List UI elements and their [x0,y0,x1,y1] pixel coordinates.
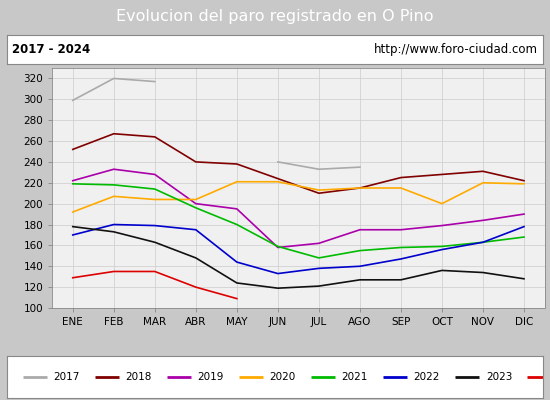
2021 [439,244,446,249]
2020 [111,194,117,199]
2020 [151,197,158,202]
2022 [521,224,527,229]
Line: 2019: 2019 [73,169,524,248]
2022 [439,247,446,252]
2019 [111,167,117,172]
Text: Evolucion del paro registrado en O Pino: Evolucion del paro registrado en O Pino [116,10,434,24]
Text: http://www.foro-ciudad.com: http://www.foro-ciudad.com [374,43,538,56]
2022 [151,223,158,228]
2021 [151,187,158,192]
2022 [69,232,76,237]
2021 [398,245,404,250]
2023 [439,268,446,273]
2019 [151,172,158,177]
2020 [234,179,240,184]
2023 [480,270,486,275]
2019 [439,223,446,228]
Line: 2021: 2021 [73,184,524,258]
2022 [356,264,363,269]
2018 [356,186,363,190]
2019 [234,206,240,211]
2022 [234,260,240,264]
2021 [356,248,363,253]
Line: 2023: 2023 [73,227,524,288]
2019 [69,178,76,183]
2018 [398,175,404,180]
2018 [274,176,281,181]
2022 [398,256,404,261]
2021 [480,240,486,245]
2020 [274,179,281,184]
2018 [192,160,199,164]
2022 [316,266,322,271]
2022 [274,271,281,276]
2021 [521,235,527,240]
2021 [234,222,240,227]
2020 [316,188,322,192]
2020 [439,201,446,206]
2022 [192,227,199,232]
2021 [192,206,199,210]
2023 [356,278,363,282]
2019 [521,212,527,216]
2019 [356,227,363,232]
2023 [111,230,117,234]
2023 [151,240,158,245]
2018 [69,147,76,152]
2019 [316,241,322,246]
2022 [480,240,486,245]
2020 [521,182,527,186]
2018 [234,162,240,166]
2023 [69,224,76,229]
2018 [316,191,322,196]
2021 [274,244,281,249]
2018 [111,131,117,136]
2023 [192,256,199,260]
Line: 2022: 2022 [73,224,524,274]
2021 [111,182,117,187]
Text: 2017: 2017 [53,372,80,382]
Text: 2022: 2022 [414,372,440,382]
2018 [151,134,158,139]
2023 [274,286,281,290]
2019 [398,227,404,232]
2021 [69,182,76,186]
Text: 2021: 2021 [342,372,368,382]
2019 [480,218,486,223]
2023 [521,276,527,281]
2021 [316,256,322,260]
Text: 2023: 2023 [486,372,512,382]
2023 [234,280,240,285]
2019 [274,245,281,250]
2023 [398,278,404,282]
2018 [439,172,446,177]
2018 [521,178,527,183]
2020 [192,197,199,202]
2020 [69,210,76,214]
2020 [398,186,404,190]
2020 [356,186,363,190]
Line: 2020: 2020 [73,182,524,212]
2018 [480,169,486,174]
2023 [316,284,322,288]
Text: 2020: 2020 [270,372,296,382]
Text: 2019: 2019 [197,372,224,382]
Text: 2018: 2018 [125,372,152,382]
2020 [480,180,486,185]
Text: 2017 - 2024: 2017 - 2024 [12,43,90,56]
2022 [111,222,117,227]
Line: 2018: 2018 [73,134,524,193]
2019 [192,201,199,206]
